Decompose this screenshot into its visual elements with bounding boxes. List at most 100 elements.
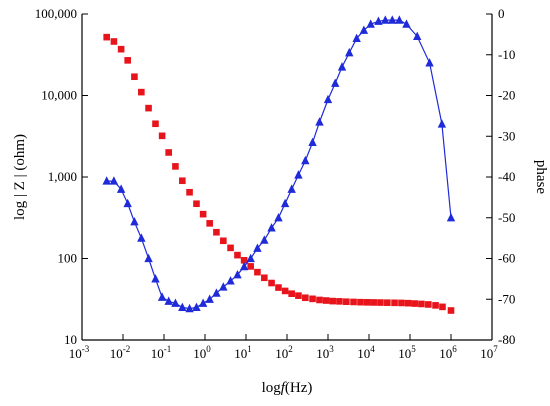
impedance-point bbox=[103, 33, 110, 41]
impedance-point bbox=[329, 297, 336, 305]
left-y-tick-label: 1,000 bbox=[48, 169, 77, 184]
phase-point bbox=[352, 33, 361, 43]
left-y-tick-label: 100 bbox=[58, 251, 78, 266]
phase-point bbox=[233, 270, 242, 279]
impedance-point bbox=[288, 290, 295, 297]
x-axis-ticks: 10-3 10-2 10-1 100 101 102 103 104 105 106 107 bbox=[69, 334, 498, 361]
x-tick-exponent: 3 bbox=[329, 344, 334, 354]
phase-point bbox=[446, 212, 456, 222]
x-tick-exponent: 4 bbox=[370, 344, 375, 354]
x-tick-label: 104 bbox=[357, 344, 375, 361]
x-tick-base: 10 bbox=[110, 346, 123, 361]
phase-point bbox=[323, 94, 333, 104]
x-tick-label: 107 bbox=[480, 344, 498, 361]
impedance-point bbox=[302, 294, 309, 302]
right-y-axis-ticks: 0 -10 -20 -30 -40 -50 -60 -70 -80 bbox=[486, 6, 515, 347]
left-y-tick-label: 100,000 bbox=[35, 6, 77, 21]
phase-point bbox=[171, 298, 180, 307]
x-tick-label: 103 bbox=[316, 344, 334, 361]
x-tick-exponent: -3 bbox=[82, 344, 90, 354]
phase-point bbox=[402, 19, 411, 28]
left-y-tick-label: 10 bbox=[64, 332, 77, 347]
x-tick-label: 10-2 bbox=[110, 344, 131, 361]
impedance-point bbox=[336, 298, 343, 305]
impedance-point bbox=[343, 298, 350, 306]
impedance-point bbox=[138, 88, 145, 96]
x-axis-title: logf(Hz) bbox=[262, 380, 313, 396]
impedance-point bbox=[213, 228, 220, 236]
right-y-tick-label: -20 bbox=[498, 88, 515, 103]
x-tick-base: 10 bbox=[398, 346, 411, 361]
impedance-point bbox=[145, 104, 152, 112]
impedance-point bbox=[261, 274, 268, 282]
phase-point bbox=[366, 19, 375, 28]
phase-point bbox=[345, 47, 354, 57]
impedance-point bbox=[117, 45, 125, 53]
phase-point bbox=[315, 117, 324, 126]
right-y-tick-label: -30 bbox=[498, 128, 515, 143]
x-tick-label: 10-3 bbox=[69, 344, 90, 361]
impedance-point bbox=[411, 300, 418, 307]
impedance-point bbox=[165, 149, 172, 156]
impedance-point bbox=[432, 302, 439, 309]
impedance-point bbox=[110, 38, 118, 45]
phase-point bbox=[192, 302, 201, 311]
phase-point bbox=[157, 292, 167, 301]
phase-point bbox=[185, 303, 194, 313]
impedance-point bbox=[316, 296, 323, 304]
impedance-point bbox=[179, 177, 186, 185]
x-axis-title-var: f bbox=[281, 380, 287, 396]
phase-point bbox=[198, 298, 208, 307]
impedance-point bbox=[391, 299, 398, 307]
x-tick-label: 10-1 bbox=[151, 344, 172, 361]
phase-point bbox=[413, 31, 422, 41]
x-tick-base: 10 bbox=[480, 346, 493, 361]
x-tick-label: 105 bbox=[398, 344, 416, 361]
impedance-point bbox=[322, 297, 330, 304]
x-tick-label: 106 bbox=[439, 344, 457, 361]
impedance-point bbox=[234, 251, 241, 259]
x-tick-exponent: 5 bbox=[411, 344, 416, 354]
phase-point bbox=[151, 274, 160, 283]
right-y-tick-label: -70 bbox=[498, 291, 515, 306]
x-tick-base: 10 bbox=[275, 346, 288, 361]
series-layer bbox=[102, 15, 456, 314]
impedance-point bbox=[309, 295, 316, 303]
right-y-tick-label: -50 bbox=[498, 210, 515, 225]
phase-point bbox=[374, 16, 383, 25]
x-tick-label: 101 bbox=[234, 344, 252, 361]
impedance-point bbox=[295, 292, 302, 299]
x-tick-label: 100 bbox=[193, 344, 211, 361]
phase-point bbox=[137, 233, 146, 242]
impedance-point bbox=[404, 299, 412, 307]
x-tick-exponent: -1 bbox=[164, 344, 172, 354]
impedance-point bbox=[350, 298, 357, 306]
phase-point bbox=[260, 235, 269, 244]
x-axis-title-prefix: log bbox=[262, 380, 282, 396]
x-tick-base: 10 bbox=[193, 346, 206, 361]
phase-point bbox=[395, 15, 404, 24]
phase-point bbox=[164, 296, 173, 305]
impedance-point bbox=[418, 300, 425, 308]
left-y-axis-ticks: 10 100 1,000 10,000 100,000 bbox=[35, 6, 88, 347]
impedance-point bbox=[281, 287, 289, 295]
impedance-point bbox=[275, 284, 282, 291]
phase-point bbox=[287, 184, 296, 193]
x-tick-exponent: 0 bbox=[206, 344, 211, 354]
phase-point bbox=[246, 253, 255, 263]
x-tick-base: 10 bbox=[151, 346, 164, 361]
x-tick-label: 102 bbox=[275, 344, 293, 361]
impedance-point bbox=[439, 303, 446, 311]
impedance-point bbox=[377, 299, 384, 306]
impedance-point bbox=[220, 237, 227, 245]
phase-point bbox=[280, 198, 290, 208]
x-tick-base: 10 bbox=[357, 346, 370, 361]
phase-point bbox=[308, 137, 317, 146]
phase-point bbox=[337, 62, 347, 71]
impedance-point bbox=[425, 301, 432, 308]
phase-point bbox=[205, 294, 214, 303]
phase-point bbox=[144, 253, 153, 263]
left-y-axis-title: log | Z | (ohm) bbox=[12, 134, 28, 220]
phase-point bbox=[267, 223, 276, 232]
impedance-point bbox=[254, 268, 261, 276]
